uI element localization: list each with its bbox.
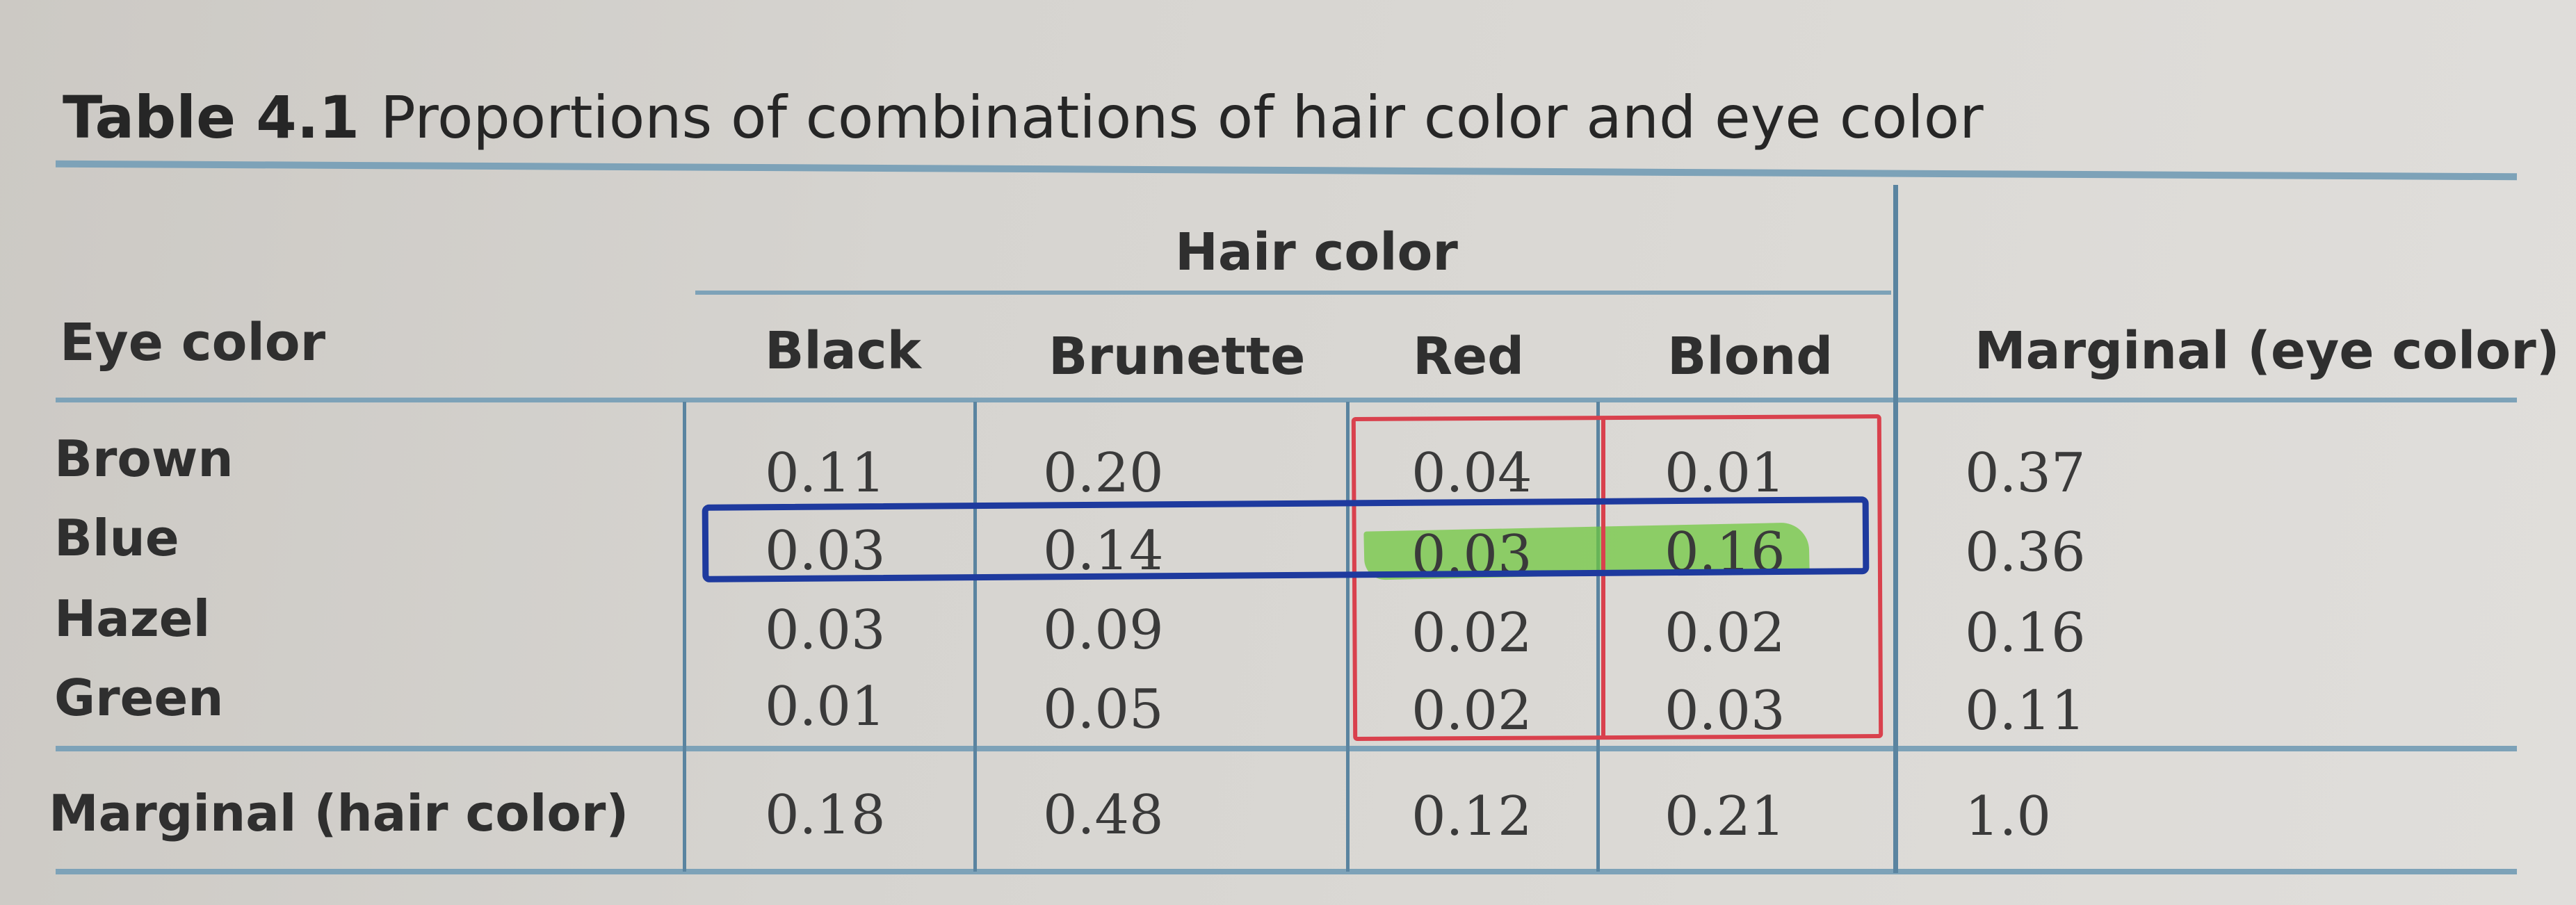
cell-hazel-black: 0.03 xyxy=(765,599,886,662)
cell-brown-black: 0.11 xyxy=(765,442,886,505)
footer-label: Marginal (hair color) xyxy=(49,784,629,842)
cell-marginal-blond: 0.21 xyxy=(1664,785,1785,848)
cell-blue-blond: 0.16 xyxy=(1664,521,1785,584)
col-header-brunette: Brunette xyxy=(1048,327,1306,386)
cell-marginal-black: 0.18 xyxy=(765,784,886,847)
cell-brown-brunette: 0.20 xyxy=(1043,442,1164,505)
cell-hazel-marginal: 0.16 xyxy=(1965,602,2086,665)
table-caption: Table 4.1 Proportions of combinations of … xyxy=(63,83,1984,152)
cell-hazel-brunette: 0.09 xyxy=(1043,599,1164,662)
table-title: Proportions of combinations of hair colo… xyxy=(380,83,1984,152)
col-header-red: Red xyxy=(1413,327,1525,386)
top-rule xyxy=(55,160,2518,181)
row-label-hazel: Hazel xyxy=(54,589,211,648)
hair-group-rule xyxy=(695,291,1891,295)
row-label-brown: Brown xyxy=(54,430,234,488)
cell-blue-red: 0.03 xyxy=(1411,524,1532,587)
eye-color-header: Eye color xyxy=(60,313,326,373)
col-divider-brunette xyxy=(1346,402,1350,872)
col-divider-label xyxy=(683,402,686,872)
red-annotation-box xyxy=(1351,414,1884,741)
col-divider-marginal xyxy=(1893,185,1898,873)
bottom-rule xyxy=(56,869,2517,874)
table-number: Table 4.1 xyxy=(63,83,360,152)
cell-hazel-blond: 0.02 xyxy=(1664,602,1785,665)
col-divider-red xyxy=(1596,402,1600,872)
cell-marginal-red: 0.12 xyxy=(1411,785,1532,848)
row-label-blue: Blue xyxy=(54,509,179,567)
cell-brown-red: 0.04 xyxy=(1411,442,1532,505)
cell-brown-marginal: 0.37 xyxy=(1965,442,2086,505)
cell-blue-brunette: 0.14 xyxy=(1043,520,1164,582)
cell-green-brunette: 0.05 xyxy=(1043,678,1164,741)
row-label-green: Green xyxy=(54,669,224,727)
cell-green-blond: 0.03 xyxy=(1664,680,1785,742)
footer-rule xyxy=(56,746,2517,751)
hair-color-header: Hair color xyxy=(1175,222,1458,282)
blue-annotation-box xyxy=(702,496,1870,582)
cell-green-marginal: 0.11 xyxy=(1965,680,2086,742)
cell-brown-blond: 0.01 xyxy=(1664,442,1785,505)
marginal-eye-header: Marginal (eye color) xyxy=(1975,321,2560,381)
col-divider-black xyxy=(973,402,977,872)
cell-blue-marginal: 0.36 xyxy=(1965,521,2086,584)
cell-marginal-total: 1.0 xyxy=(1965,785,2052,848)
cell-marginal-brunette: 0.48 xyxy=(1043,784,1164,847)
col-header-blond: Blond xyxy=(1667,327,1833,386)
red-annotation-divider xyxy=(1601,417,1605,738)
cell-hazel-red: 0.02 xyxy=(1411,602,1532,665)
col-header-black: Black xyxy=(765,321,921,381)
header-rule xyxy=(56,398,2517,402)
cell-blue-black: 0.03 xyxy=(765,520,886,582)
cell-green-black: 0.01 xyxy=(765,676,886,738)
cell-green-red: 0.02 xyxy=(1411,680,1532,742)
